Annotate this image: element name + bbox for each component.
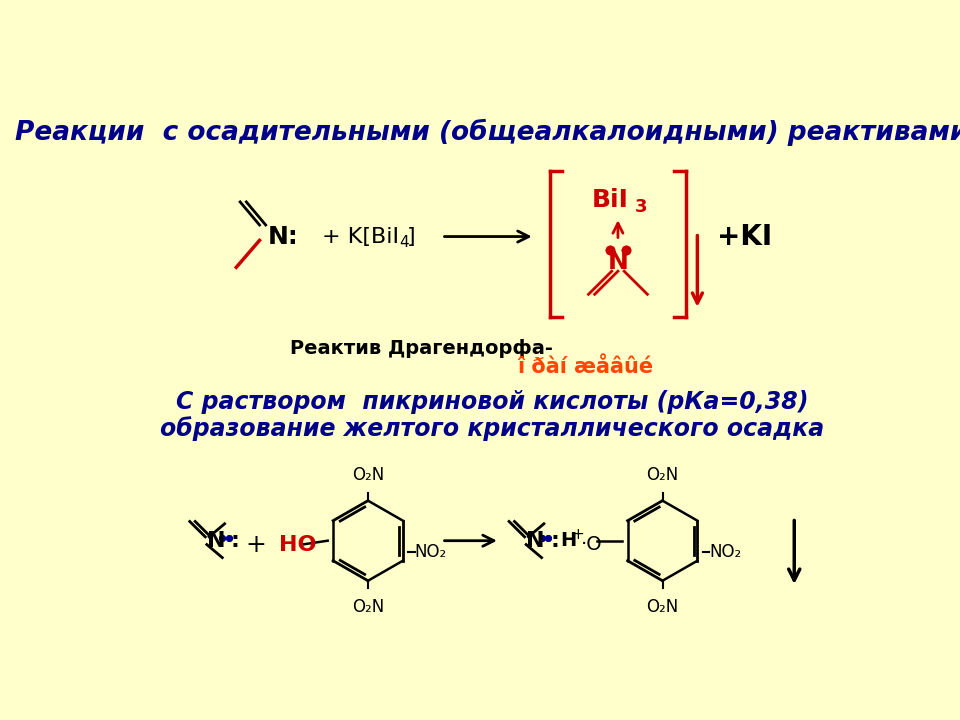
Text: N: N bbox=[206, 531, 226, 551]
Text: N: N bbox=[608, 250, 629, 274]
Text: H: H bbox=[561, 531, 576, 550]
Text: С раствором  пикриновой кислоты (рКа=0,38): С раствором пикриновой кислоты (рКа=0,38… bbox=[176, 390, 808, 414]
Text: :: : bbox=[230, 531, 240, 551]
Text: +: + bbox=[572, 527, 585, 542]
Text: NO₂: NO₂ bbox=[709, 544, 741, 562]
Text: 3: 3 bbox=[635, 197, 647, 215]
Text: HO: HO bbox=[278, 534, 317, 554]
Text: 4: 4 bbox=[399, 235, 409, 251]
Text: î ðàí æåâûé: î ðàí æåâûé bbox=[516, 357, 653, 377]
Text: BiI: BiI bbox=[591, 189, 629, 212]
Text: +: + bbox=[245, 533, 266, 557]
Text: O₂N: O₂N bbox=[352, 598, 384, 616]
Text: O₂N: O₂N bbox=[646, 466, 679, 484]
Text: образование желтого кристаллического осадка: образование желтого кристаллического оса… bbox=[160, 417, 824, 441]
Text: :: : bbox=[550, 531, 559, 551]
Text: Реактив Драгендорфа-: Реактив Драгендорфа- bbox=[291, 338, 553, 358]
Text: O₂N: O₂N bbox=[352, 466, 384, 484]
Text: O₂N: O₂N bbox=[646, 598, 679, 616]
Text: N:: N: bbox=[267, 225, 298, 248]
Text: NO₂: NO₂ bbox=[415, 544, 446, 562]
Text: + K[BiI: + K[BiI bbox=[322, 227, 398, 246]
Text: +KI: +KI bbox=[717, 222, 772, 251]
Text: Реакции  с осадительными (общеалкалоидными) реактивами: Реакции с осадительными (общеалкалоидным… bbox=[15, 119, 960, 146]
Text: ·O: ·O bbox=[581, 535, 603, 554]
Text: ]: ] bbox=[407, 227, 416, 246]
Text: N: N bbox=[526, 531, 544, 551]
